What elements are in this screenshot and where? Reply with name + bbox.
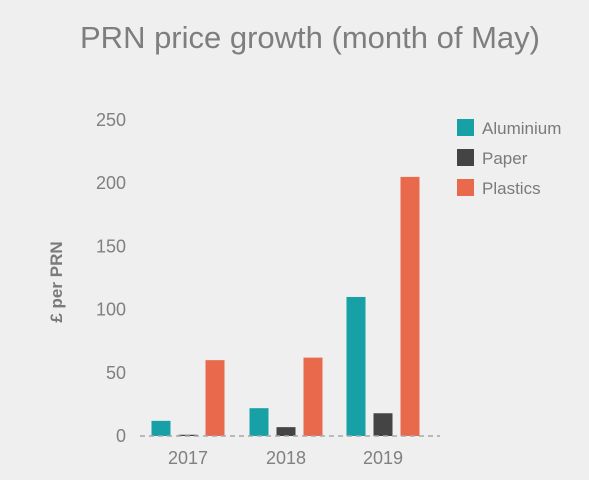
bar-aluminium-2018 [249,408,269,436]
y-tick-label: 200 [96,173,126,193]
y-tick-label: 100 [96,300,126,320]
bar-plastics-2019 [400,176,420,436]
chart-title: PRN price growth (month of May) [80,20,540,55]
y-tick-label: 50 [106,363,126,383]
bar-aluminium-2017 [151,420,171,436]
legend-label-paper: Paper [482,149,528,168]
x-axis-ticks: 2017 2018 2019 [168,448,403,468]
legend: Aluminium Paper Plastics [457,119,561,198]
legend-label-aluminium: Aluminium [482,119,561,138]
legend-label-plastics: Plastics [482,179,541,198]
y-axis-ticks: 0 50 100 150 200 250 [96,110,126,446]
bar-paper-2019 [373,413,393,436]
legend-swatch-aluminium [457,119,474,136]
bar-paper-2018 [276,427,296,436]
y-tick-label: 250 [96,110,126,130]
bar-aluminium-2019 [346,296,366,436]
y-tick-label: 150 [96,236,126,256]
bar-plastics-2018 [303,357,323,436]
x-tick-label: 2018 [266,448,306,468]
bar-plastics-2017 [205,360,225,436]
y-axis-title: £ per PRN [47,241,66,322]
x-tick-label: 2019 [363,448,403,468]
y-tick-label: 0 [116,426,126,446]
bars [151,176,420,436]
x-tick-label: 2017 [168,448,208,468]
legend-swatch-paper [457,149,474,166]
legend-swatch-plastics [457,179,474,196]
